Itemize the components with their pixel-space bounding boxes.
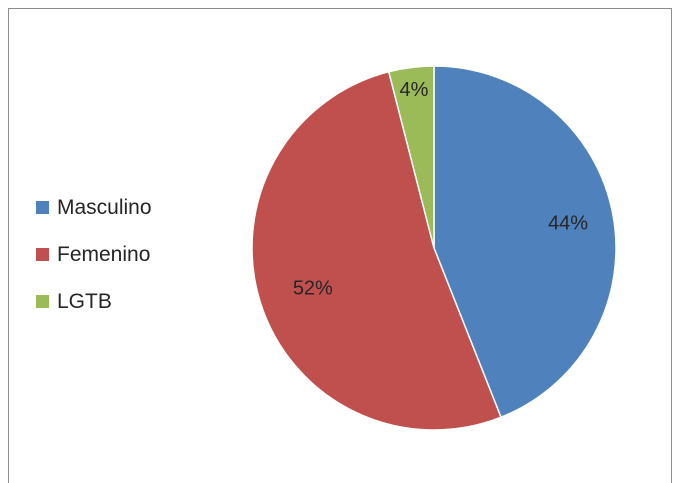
pie-slice-masculino <box>433 65 617 419</box>
legend: Masculino Femenino LGTB <box>36 184 152 325</box>
legend-swatch-femenino <box>36 248 49 261</box>
legend-item-femenino: Femenino <box>36 231 152 278</box>
legend-item-masculino: Masculino <box>36 184 152 231</box>
data-label-lgtb: 4% <box>399 79 428 101</box>
pie-slice-femenino <box>251 70 502 431</box>
legend-item-lgtb: LGTB <box>36 278 152 325</box>
legend-label-femenino: Femenino <box>57 242 151 266</box>
data-label-femenino: 52% <box>293 277 333 299</box>
data-label-masculino: 44% <box>548 212 588 234</box>
pie-slice-lgtb <box>387 65 435 249</box>
legend-swatch-lgtb <box>36 295 49 308</box>
legend-swatch-masculino <box>36 201 49 214</box>
legend-label-masculino: Masculino <box>57 195 152 219</box>
legend-label-lgtb: LGTB <box>57 289 112 313</box>
